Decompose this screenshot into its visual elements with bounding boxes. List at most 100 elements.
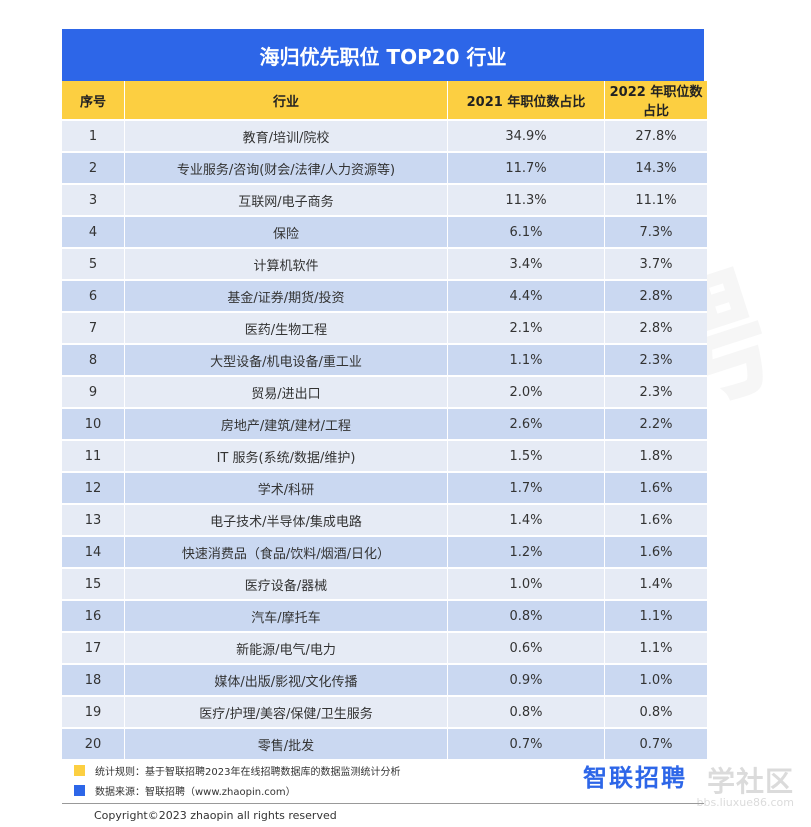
cell-2022: 2.3%	[604, 343, 707, 376]
note-rule: 统计规则：基于智联招聘2023年在线招聘数据库的数据监测统计分析	[74, 760, 400, 780]
copyright-text: Copyright©2023 zhaopin all rights reserv…	[94, 809, 337, 822]
cell-2022: 1.0%	[604, 663, 707, 696]
cell-2022: 1.6%	[604, 471, 707, 504]
ranking-table: 海归优先职位 TOP20 行业 序号 行业 2021 年职位数占比 2022 年…	[62, 29, 707, 759]
cell-industry: 专业服务/咨询(财会/法律/人力资源等)	[124, 151, 448, 184]
table-row: 7 医药/生物工程 2.1% 2.8%	[62, 311, 707, 344]
cell-2022: 2.2%	[604, 407, 707, 440]
cell-industry: 媒体/出版/影视/文化传播	[124, 663, 448, 696]
table-row: 19 医疗/护理/美容/保健/卫生服务 0.8% 0.8%	[62, 695, 707, 728]
cell-industry: 基金/证券/期货/投资	[124, 279, 448, 312]
cell-industry: 快速消费品（食品/饮料/烟酒/日化）	[124, 535, 448, 568]
cell-rank: 5	[62, 247, 125, 280]
cell-2022: 1.6%	[604, 535, 707, 568]
stamp-url-text: bbs.liuxue86.com	[696, 796, 794, 809]
header-2021: 2021 年职位数占比	[447, 81, 605, 120]
table-row: 13 电子技术/半导体/集成电路 1.4% 1.6%	[62, 503, 707, 536]
cell-2021: 11.7%	[447, 151, 605, 184]
cell-2021: 0.8%	[447, 695, 605, 728]
cell-rank: 18	[62, 663, 125, 696]
cell-2022: 1.6%	[604, 503, 707, 536]
cell-industry: 互联网/电子商务	[124, 183, 448, 216]
cell-rank: 4	[62, 215, 125, 248]
cell-rank: 15	[62, 567, 125, 600]
cell-2021: 3.4%	[447, 247, 605, 280]
cell-2022: 27.8%	[604, 119, 707, 152]
cell-industry: 教育/培训/院校	[124, 119, 448, 152]
header-row: 序号 行业 2021 年职位数占比 2022 年职位数占比	[62, 81, 707, 120]
stamp-main-text: 学社区	[706, 765, 794, 798]
cell-2021: 1.4%	[447, 503, 605, 536]
cell-industry: 电子技术/半导体/集成电路	[124, 503, 448, 536]
data-table: 序号 行业 2021 年职位数占比 2022 年职位数占比 1 教育/培训/院校 3…	[62, 81, 707, 759]
cell-2022: 14.3%	[604, 151, 707, 184]
table-row: 17 新能源/电气/电力 0.6% 1.1%	[62, 631, 707, 664]
cell-2022: 11.1%	[604, 183, 707, 216]
note-source: 数据来源：智联招聘（www.zhaopin.com）	[74, 780, 400, 800]
table-row: 1 教育/培训/院校 34.9% 27.8%	[62, 119, 707, 152]
cell-2021: 6.1%	[447, 215, 605, 248]
table-row: 14 快速消费品（食品/饮料/烟酒/日化） 1.2% 1.6%	[62, 535, 707, 568]
cell-2022: 2.8%	[604, 311, 707, 344]
cell-2022: 1.1%	[604, 599, 707, 632]
cell-rank: 16	[62, 599, 125, 632]
table-row: 20 零售/批发 0.7% 0.7%	[62, 727, 707, 759]
table-row: 9 贸易/进出口 2.0% 2.3%	[62, 375, 707, 408]
cell-rank: 19	[62, 695, 125, 728]
cell-2021: 0.7%	[447, 727, 605, 759]
cell-rank: 20	[62, 727, 125, 759]
cell-rank: 3	[62, 183, 125, 216]
table-row: 12 学术/科研 1.7% 1.6%	[62, 471, 707, 504]
cell-rank: 10	[62, 407, 125, 440]
table-row: 11 IT 服务(系统/数据/维护) 1.5% 1.8%	[62, 439, 707, 472]
cell-2021: 1.7%	[447, 471, 605, 504]
table-row: 2 专业服务/咨询(财会/法律/人力资源等) 11.7% 14.3%	[62, 151, 707, 184]
table-title: 海归优先职位 TOP20 行业	[62, 29, 704, 81]
cell-2021: 0.6%	[447, 631, 605, 664]
cell-2022: 3.7%	[604, 247, 707, 280]
cell-industry: 计算机软件	[124, 247, 448, 280]
cell-2021: 0.8%	[447, 599, 605, 632]
cell-2021: 2.6%	[447, 407, 605, 440]
cell-2022: 1.1%	[604, 631, 707, 664]
cell-industry: 新能源/电气/电力	[124, 631, 448, 664]
table-row: 8 大型设备/机电设备/重工业 1.1% 2.3%	[62, 343, 707, 376]
cell-2022: 1.8%	[604, 439, 707, 472]
header-rank: 序号	[62, 81, 125, 120]
cell-industry: 房地产/建筑/建材/工程	[124, 407, 448, 440]
cell-industry: 医药/生物工程	[124, 311, 448, 344]
divider	[62, 803, 704, 804]
table-row: 10 房地产/建筑/建材/工程 2.6% 2.2%	[62, 407, 707, 440]
zhaopin-logo: 智联招聘	[583, 764, 687, 792]
table-body: 1 教育/培训/院校 34.9% 27.8% 2 专业服务/咨询(财会/法律/人力资源等)…	[62, 119, 707, 759]
cell-2022: 7.3%	[604, 215, 707, 248]
cell-rank: 1	[62, 119, 125, 152]
cell-2021: 2.0%	[447, 375, 605, 408]
table-row: 15 医疗设备/器械 1.0% 1.4%	[62, 567, 707, 600]
cell-rank: 6	[62, 279, 125, 312]
note-source-text: 数据来源：智联招聘（www.zhaopin.com）	[95, 786, 296, 798]
cell-rank: 11	[62, 439, 125, 472]
table-row: 16 汽车/摩托车 0.8% 1.1%	[62, 599, 707, 632]
table-row: 18 媒体/出版/影视/文化传播 0.9% 1.0%	[62, 663, 707, 696]
site-stamp: 学社区 bbs.liuxue86.com	[640, 760, 800, 820]
cell-rank: 14	[62, 535, 125, 568]
cell-industry: 医疗设备/器械	[124, 567, 448, 600]
table-row: 3 互联网/电子商务 11.3% 11.1%	[62, 183, 707, 216]
cell-rank: 8	[62, 343, 125, 376]
cell-2021: 1.2%	[447, 535, 605, 568]
cell-industry: 贸易/进出口	[124, 375, 448, 408]
table-row: 4 保险 6.1% 7.3%	[62, 215, 707, 248]
cell-industry: 汽车/摩托车	[124, 599, 448, 632]
note-rule-text: 统计规则：基于智联招聘2023年在线招聘数据库的数据监测统计分析	[95, 766, 401, 778]
cell-industry: 零售/批发	[124, 727, 448, 759]
cell-rank: 13	[62, 503, 125, 536]
table-row: 6 基金/证券/期货/投资 4.4% 2.8%	[62, 279, 707, 312]
cell-industry: 学术/科研	[124, 471, 448, 504]
cell-industry: 大型设备/机电设备/重工业	[124, 343, 448, 376]
yellow-square-icon	[74, 764, 85, 776]
footnotes: 统计规则：基于智联招聘2023年在线招聘数据库的数据监测统计分析 数据来源：智联…	[74, 760, 400, 800]
cell-2022: 1.4%	[604, 567, 707, 600]
cell-2021: 34.9%	[447, 119, 605, 152]
cell-2022: 2.8%	[604, 279, 707, 312]
